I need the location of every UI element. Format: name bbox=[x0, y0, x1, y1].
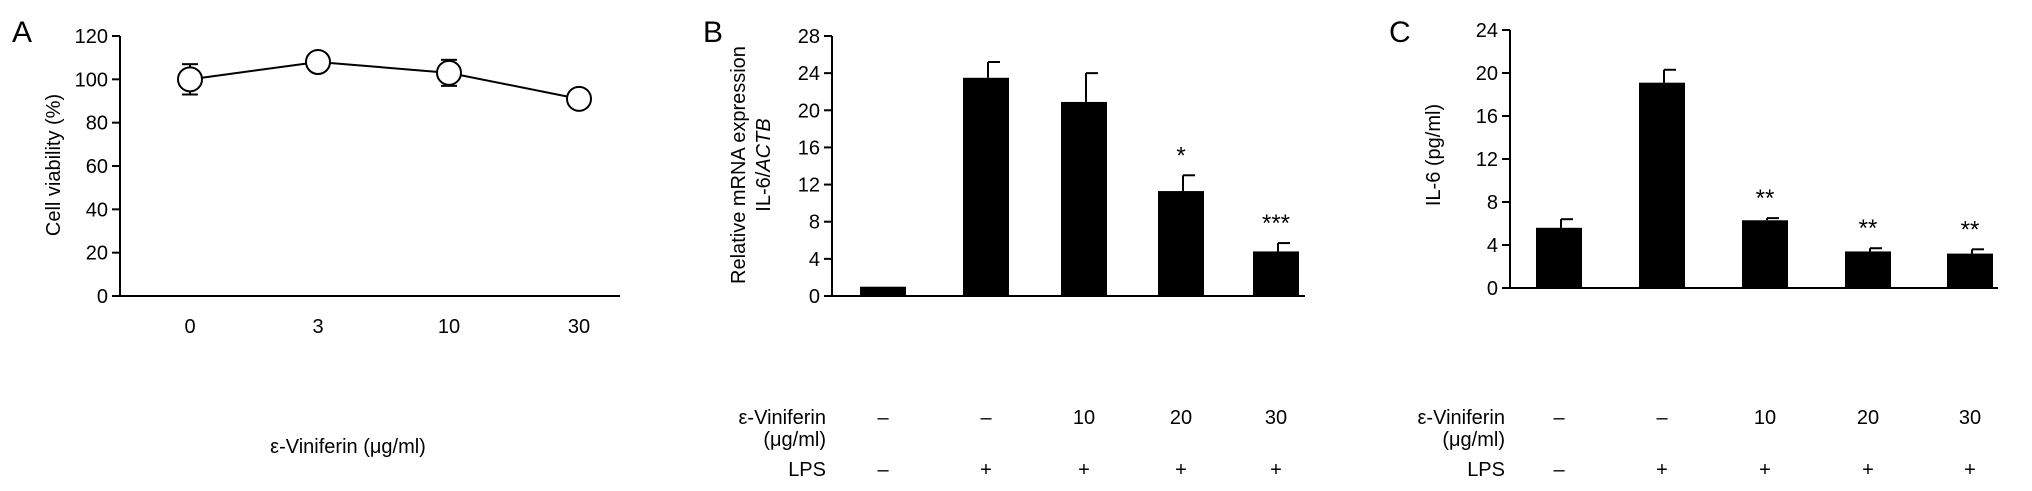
panel-label-b: B bbox=[703, 16, 723, 49]
panel-b-bar bbox=[963, 77, 1009, 297]
panel-b-row2-value: + bbox=[1270, 459, 1282, 481]
panel-c-bar bbox=[1536, 227, 1582, 288]
panel-b-significance-label: * bbox=[1176, 142, 1185, 169]
panel-b-bar bbox=[1158, 191, 1204, 296]
panel-c-row2-value: – bbox=[1553, 459, 1565, 481]
panel-b-row2-label: LPS bbox=[788, 459, 826, 481]
panel-c-y-tick-label: 4 bbox=[1487, 235, 1498, 257]
panel-b-row1-value: – bbox=[980, 407, 992, 429]
panel-b-bar bbox=[1253, 251, 1299, 296]
panel-b-y-tick-label: 8 bbox=[809, 212, 820, 234]
panel-c-row2-value: + bbox=[1964, 459, 1976, 481]
panel-a-data-point bbox=[305, 49, 331, 75]
panel-b-row1-unit: (μg/ml) bbox=[763, 429, 826, 451]
panel-a-x-tick-label: 10 bbox=[438, 316, 460, 338]
panel-a-data-point bbox=[177, 66, 203, 93]
panel-b-significance-label: *** bbox=[1262, 210, 1290, 237]
panel-a-line-chart: Cell viability (%) ε-Viniferin (μg/ml) 0… bbox=[43, 26, 620, 458]
panel-c-y-tick-label: 20 bbox=[1476, 63, 1498, 85]
panel-b-row2-value: – bbox=[877, 459, 889, 481]
panel-b-y-tick-label: 24 bbox=[798, 63, 820, 85]
panel-b-y-tick-label: 20 bbox=[798, 100, 820, 122]
panel-c-y-tick-label: 16 bbox=[1476, 106, 1498, 128]
panel-b-row2-value: + bbox=[1078, 459, 1090, 481]
panel-a-x-axis-label: ε-Viniferin (μg/ml) bbox=[270, 436, 426, 458]
panel-b-y-tick-label: 12 bbox=[798, 175, 820, 197]
panel-b-y-tick-label: 16 bbox=[798, 137, 820, 159]
panel-c-row2-value: + bbox=[1759, 459, 1771, 481]
panel-c-row1-value: 10 bbox=[1754, 407, 1776, 429]
panel-a-y-tick-label: 60 bbox=[86, 156, 108, 178]
panel-c-y-tick-label: 12 bbox=[1476, 149, 1498, 171]
panel-c-row1-value: 30 bbox=[1959, 407, 1981, 429]
panel-a-y-tick-label: 100 bbox=[75, 69, 108, 91]
panel-label-c: C bbox=[1389, 16, 1411, 49]
panel-a-series-line bbox=[189, 60, 580, 100]
panel-b-y-axis-label-line2: IL-6/ACTB bbox=[753, 118, 775, 211]
panel-c-row1-value: – bbox=[1656, 407, 1668, 429]
panel-c-significance-label: ** bbox=[1859, 215, 1878, 242]
panel-label-a: A bbox=[12, 16, 32, 49]
panel-b-row2-value: + bbox=[1175, 459, 1187, 481]
panel-a-y-axis-label: Cell viability (%) bbox=[43, 94, 65, 236]
panel-b-row1-value: – bbox=[877, 407, 889, 429]
panel-c-row1-value: 20 bbox=[1857, 407, 1879, 429]
panel-b-bar bbox=[1061, 101, 1107, 296]
panel-c-row2-value: + bbox=[1656, 459, 1668, 481]
panel-a-x-tick-label: 0 bbox=[184, 316, 195, 338]
panel-a-data-point bbox=[566, 85, 592, 112]
panel-a-y-tick-label: 40 bbox=[86, 199, 108, 221]
panel-c-y-axis-label: IL-6 (pg/ml) bbox=[1423, 104, 1445, 206]
panel-b-y-tick-label: 28 bbox=[798, 26, 820, 48]
panel-b-bar bbox=[860, 286, 906, 296]
panel-c-row1-label: ε-Viniferin bbox=[1418, 407, 1505, 429]
panel-a-data-point bbox=[436, 59, 462, 86]
panel-c-row1-value: – bbox=[1553, 407, 1565, 429]
panel-c-bar bbox=[1639, 82, 1685, 288]
panel-b-y-axis-label-line1: Relative mRNA expression bbox=[728, 46, 750, 284]
panel-c-y-tick-label: 8 bbox=[1487, 192, 1498, 214]
panel-a-y-tick-label: 0 bbox=[97, 286, 108, 308]
panel-c-bar bbox=[1742, 220, 1788, 288]
panel-a-y-tick-label: 120 bbox=[75, 26, 108, 48]
panel-b-y-tick-label: 0 bbox=[809, 286, 820, 308]
panel-a-x-tick-label: 3 bbox=[312, 316, 323, 338]
panel-b-y-tick-label: 4 bbox=[809, 249, 820, 271]
panel-b-row1-value: 10 bbox=[1073, 407, 1095, 429]
panel-c-significance-label: ** bbox=[1756, 185, 1775, 212]
panel-c-bar bbox=[1845, 251, 1891, 288]
panel-c-bar-chart: IL-6 (pg/ml) ε-Viniferin (μg/ml) LPS 0 4 8… bbox=[1418, 20, 1998, 481]
panel-a-x-tick-label: 30 bbox=[568, 316, 590, 338]
panel-b-row2-value: + bbox=[980, 459, 992, 481]
panel-c-row2-label: LPS bbox=[1467, 459, 1505, 481]
panel-c-y-tick-label: 0 bbox=[1487, 278, 1498, 300]
panel-b-bar-chart: Relative mRNA expression IL-6/ACTB ε-Vin… bbox=[728, 26, 1305, 481]
panel-c-row1-unit: (μg/ml) bbox=[1442, 429, 1505, 451]
panel-a-y-tick-label: 20 bbox=[86, 243, 108, 265]
panel-b-row1-value: 20 bbox=[1170, 407, 1192, 429]
panel-b-row1-value: 30 bbox=[1265, 407, 1287, 429]
panel-b-row1-label: ε-Viniferin bbox=[739, 407, 826, 429]
panel-a-y-tick-label: 80 bbox=[86, 113, 108, 135]
panel-c-y-tick-label: 24 bbox=[1476, 20, 1498, 42]
panel-c-bar bbox=[1947, 253, 1993, 288]
panel-c-row2-value: + bbox=[1862, 459, 1874, 481]
panel-c-significance-label: ** bbox=[1961, 216, 1980, 243]
